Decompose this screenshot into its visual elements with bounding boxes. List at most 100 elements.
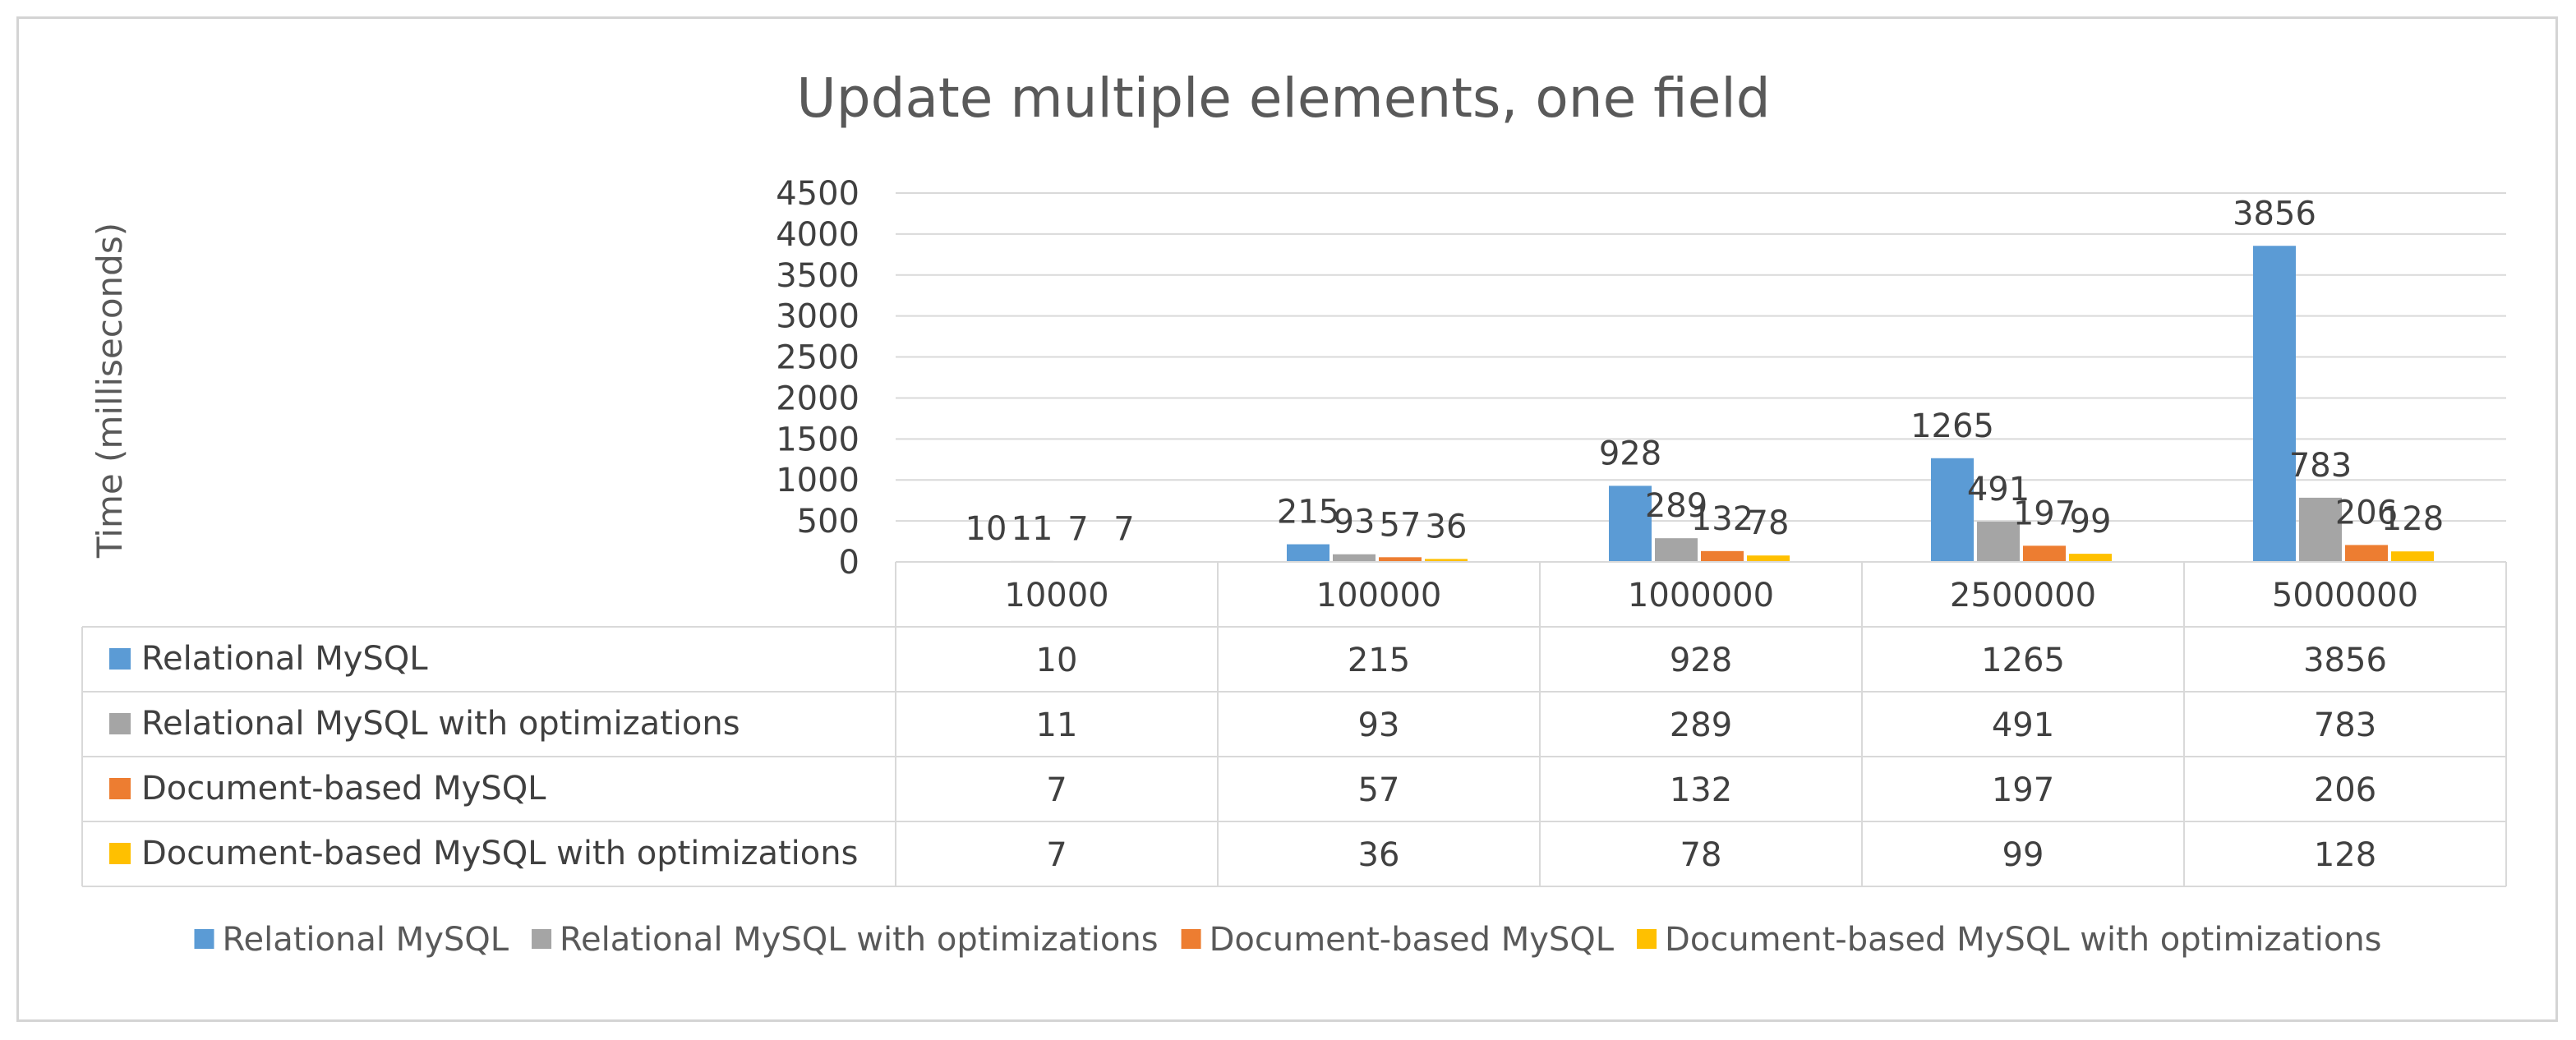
legend-label: Relational MySQL with optimizations: [560, 921, 1159, 959]
table-cell: 1265: [1981, 642, 2065, 679]
table-cell: 132: [1670, 771, 1732, 809]
data-label: 57: [1380, 506, 1422, 544]
x-category-label: 2500000: [1950, 577, 2096, 614]
bar: [1609, 485, 1652, 562]
table-cell: 3856: [2303, 642, 2387, 679]
data-label: 783: [2289, 447, 2352, 485]
data-label: 7: [1113, 510, 1134, 548]
legend-swatch: [1637, 929, 1657, 949]
table-series-name: Relational MySQL with optimizations: [141, 705, 740, 743]
x-category-label: 100000: [1316, 577, 1442, 614]
table-cell: 491: [1992, 706, 2054, 744]
table-legend-key: [109, 843, 131, 864]
legend-swatch: [1181, 929, 1201, 949]
y-tick-label: 4000: [776, 216, 859, 254]
y-tick-label: 0: [839, 544, 859, 582]
bar: [2391, 551, 2434, 562]
data-label: 7: [1067, 510, 1088, 548]
legend: Relational MySQL Relational MySQL with op…: [194, 921, 2382, 959]
y-tick-label: 3000: [776, 298, 859, 336]
bar-layer: [965, 246, 2434, 562]
data-label: 36: [1426, 508, 1468, 545]
data-label: 215: [1277, 494, 1339, 532]
data-label: 93: [1334, 504, 1376, 541]
x-category-label: 5000000: [2272, 577, 2418, 614]
table-cell: 289: [1670, 706, 1732, 744]
bar: [2023, 545, 2066, 562]
bar: [1701, 550, 1744, 562]
y-tick-label: 1500: [776, 421, 859, 458]
chart-frame: [16, 16, 2558, 1022]
y-tick-label: 3500: [776, 257, 859, 295]
table-cell: 783: [2314, 706, 2376, 744]
grid-layer: [896, 192, 2506, 522]
bar: [1655, 538, 1698, 562]
legend-label: Document-based MySQL: [1210, 921, 1615, 959]
bar: [1747, 555, 1790, 562]
data-label: 99: [2070, 503, 2112, 541]
legend-item: Relational MySQL: [194, 921, 509, 959]
table-cell: 78: [1680, 836, 1722, 874]
table-series-name: Relational MySQL: [141, 640, 428, 678]
bar: [1931, 458, 1974, 562]
table-cell: 206: [2314, 771, 2376, 809]
table-cell: 57: [1358, 771, 1400, 809]
x-category-label: 1000000: [1628, 577, 1774, 614]
legend-label: Document-based MySQL with optimizations: [1665, 921, 2381, 959]
legend-item: Relational MySQL with optimizations: [532, 921, 1159, 959]
y-tick-label: 500: [797, 503, 859, 541]
data-label: 10: [965, 510, 1007, 548]
table-cell: 928: [1670, 642, 1732, 679]
bar: [2299, 497, 2342, 562]
bar: [2253, 246, 2296, 562]
data-label: 206: [2335, 494, 2398, 532]
data-label: 289: [1645, 487, 1707, 525]
table-cell: 93: [1358, 706, 1400, 744]
y-axis-label: Time (milliseconds): [90, 223, 130, 559]
table-cell: 10: [1036, 642, 1078, 679]
legend-label: Relational MySQL: [222, 921, 509, 959]
table-cell: 197: [1992, 771, 2054, 809]
y-tick-label: 1000: [776, 462, 859, 499]
table-legend-key: [109, 778, 131, 799]
table-series-name: Document-based MySQL: [141, 770, 546, 808]
x-category-label: 10000: [1004, 577, 1108, 614]
data-label: 128: [2381, 500, 2444, 538]
table-legend-key: [109, 713, 131, 734]
data-label: 1265: [1910, 407, 1994, 445]
data-label: 78: [1748, 504, 1790, 542]
data-label: 11: [1012, 510, 1053, 548]
table-cell: 7: [1046, 836, 1067, 874]
y-tick-label: 4500: [776, 175, 859, 213]
bar: [2069, 554, 2112, 562]
bar: [1379, 557, 1422, 562]
chart-title: Update multiple elements, one field: [796, 67, 1770, 130]
table-cell: 11: [1036, 706, 1078, 744]
bar: [2345, 545, 2388, 562]
table-cell: 215: [1348, 642, 1410, 679]
table-cell: 7: [1046, 771, 1067, 809]
legend-swatch: [532, 929, 552, 949]
bar: [1333, 554, 1376, 562]
data-label: 197: [2013, 495, 2076, 532]
table-cell: 99: [2002, 836, 2044, 874]
table-series-name: Document-based MySQL with optimizations: [141, 835, 858, 872]
legend-swatch: [194, 929, 214, 949]
data-label: 3856: [2233, 195, 2316, 232]
bar: [1977, 522, 2020, 562]
y-tick-label: 2500: [776, 339, 859, 377]
bar: [1425, 559, 1468, 562]
data-label: 491: [1967, 471, 2030, 508]
legend-item: Document-based MySQL: [1181, 921, 1615, 959]
data-table: 10000 100000 1000000 2500000 5000000 Relation…: [81, 561, 2507, 887]
legend-item: Document-based MySQL with optimizations: [1637, 921, 2382, 959]
data-label: 132: [1691, 500, 1753, 538]
data-label: 928: [1599, 435, 1661, 472]
table-legend-key: [109, 648, 131, 670]
table-cell: 36: [1358, 836, 1400, 874]
bar: [1287, 544, 1329, 562]
y-tick-label: 2000: [776, 380, 859, 417]
